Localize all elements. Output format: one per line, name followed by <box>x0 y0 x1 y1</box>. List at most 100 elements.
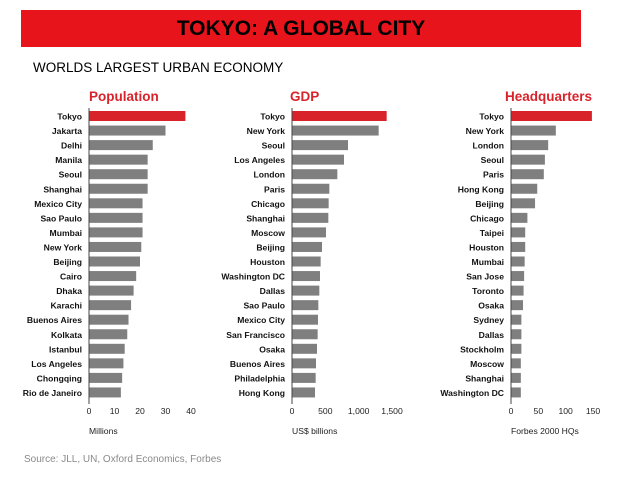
category-label-gdp-los-angeles: Los Angeles <box>234 155 285 165</box>
category-label-population-kolkata: Kolkata <box>51 330 82 340</box>
category-label-gdp-philadelphia: Philadelphia <box>234 373 285 383</box>
bar-headquarters-osaka <box>511 300 524 311</box>
category-label-gdp-buenos-aires: Buenos Aires <box>230 359 285 369</box>
bar-population-dhaka <box>89 285 134 296</box>
category-label-headquarters-hong-kong: Hong Kong <box>458 184 504 194</box>
bar-headquarters-sydney <box>511 314 522 325</box>
bar-gdp-shanghai <box>292 212 329 223</box>
bar-headquarters-beijing <box>511 198 536 209</box>
bar-population-seoul <box>89 169 148 180</box>
bar-gdp-mexico-city <box>292 314 318 325</box>
axis-label-headquarters: Forbes 2000 HQs <box>511 426 579 436</box>
bar-population-mumbai <box>89 227 143 238</box>
bar-gdp-london <box>292 169 338 180</box>
category-label-gdp-london: London <box>254 170 286 180</box>
category-label-population-tokyo: Tokyo <box>57 112 82 122</box>
bar-headquarters-london <box>511 140 549 151</box>
bar-population-buenos-aires <box>89 314 129 325</box>
bar-gdp-buenos-aires <box>292 358 316 369</box>
chart-title-gdp: GDP <box>290 89 319 104</box>
category-label-population-mexico-city: Mexico City <box>34 199 82 209</box>
bar-headquarters-shanghai <box>511 372 521 383</box>
bar-gdp-philadelphia <box>292 372 316 383</box>
category-label-gdp-mexico-city: Mexico City <box>237 315 285 325</box>
bar-population-new-york <box>89 241 142 252</box>
bar-headquarters-moscow <box>511 358 521 369</box>
bar-gdp-moscow <box>292 227 326 238</box>
tick-label-population-4: 40 <box>186 406 196 416</box>
category-label-gdp-dallas: Dallas <box>260 286 286 296</box>
tick-label-gdp-2: 1,000 <box>348 406 370 416</box>
category-label-headquarters-tokyo: Tokyo <box>479 112 504 122</box>
bar-headquarters-mumbai <box>511 256 525 267</box>
bar-population-beijing <box>89 256 140 267</box>
category-label-headquarters-shanghai: Shanghai <box>465 373 504 383</box>
tick-label-gdp-0: 0 <box>290 406 295 416</box>
category-label-headquarters-sydney: Sydney <box>473 315 504 325</box>
bar-gdp-washington-dc <box>292 271 320 282</box>
page-subtitle: WORLDS LARGEST URBAN ECONOMY <box>33 60 284 75</box>
bar-headquarters-hong-kong <box>511 183 538 194</box>
bar-headquarters-seoul <box>511 154 545 165</box>
category-label-population-manila: Manila <box>55 155 82 165</box>
category-label-population-jakarta: Jakarta <box>52 126 82 136</box>
category-label-headquarters-taipei: Taipei <box>480 228 504 238</box>
bar-gdp-beijing <box>292 241 322 252</box>
category-label-headquarters-paris: Paris <box>483 170 504 180</box>
bar-headquarters-paris <box>511 169 544 180</box>
category-label-headquarters-houston: Houston <box>469 242 504 252</box>
category-label-population-seoul: Seoul <box>59 170 82 180</box>
category-label-population-mumbai: Mumbai <box>50 228 82 238</box>
category-label-population-buenos-aires: Buenos Aires <box>27 315 82 325</box>
category-label-population-dhaka: Dhaka <box>56 286 82 296</box>
bar-gdp-los-angeles <box>292 154 344 165</box>
category-label-population-rio-de-janeiro: Rio de Janeiro <box>23 388 82 398</box>
bar-gdp-paris <box>292 183 330 194</box>
axis-label-population: Millions <box>89 426 118 436</box>
category-label-population-istanbul: Istanbul <box>49 344 82 354</box>
bar-gdp-houston <box>292 256 321 267</box>
category-label-headquarters-san-jose: San Jose <box>466 272 504 282</box>
category-label-gdp-moscow: Moscow <box>251 228 285 238</box>
bar-population-cairo <box>89 271 137 282</box>
chart-title-population: Population <box>89 89 159 104</box>
bar-population-shanghai <box>89 183 148 194</box>
category-label-population-karachi: Karachi <box>50 301 82 311</box>
category-label-headquarters-washington-dc: Washington DC <box>440 388 504 398</box>
category-label-gdp-osaka: Osaka <box>259 344 285 354</box>
category-label-headquarters-mumbai: Mumbai <box>472 257 504 267</box>
tick-label-headquarters-0: 0 <box>509 406 514 416</box>
category-label-gdp-washington-dc: Washington DC <box>221 272 285 282</box>
bar-headquarters-washington-dc <box>511 387 521 398</box>
bar-gdp-san-francisco <box>292 329 318 340</box>
bar-headquarters-stockholm <box>511 343 522 354</box>
bar-population-jakarta <box>89 125 166 136</box>
bar-population-istanbul <box>89 343 125 354</box>
bar-headquarters-taipei <box>511 227 526 238</box>
category-label-gdp-new-york: New York <box>247 126 286 136</box>
tick-label-population-2: 20 <box>135 406 145 416</box>
bar-gdp-chicago <box>292 198 329 209</box>
category-label-gdp-shanghai: Shanghai <box>246 213 285 223</box>
chart-title-headquarters: Headquarters <box>505 89 592 104</box>
tick-label-population-1: 10 <box>110 406 120 416</box>
category-label-headquarters-moscow: Moscow <box>470 359 504 369</box>
category-label-gdp-san-francisco: San Francisco <box>226 330 285 340</box>
category-label-headquarters-beijing: Beijing <box>475 199 504 209</box>
bar-headquarters-san-jose <box>511 271 525 282</box>
category-label-gdp-sao-paulo: Sao Paulo <box>243 301 285 311</box>
category-label-population-beijing: Beijing <box>53 257 82 267</box>
bar-population-tokyo <box>89 111 186 121</box>
category-label-population-sao-paulo: Sao Paulo <box>40 213 82 223</box>
bar-gdp-tokyo <box>292 111 387 121</box>
bar-population-los-angeles <box>89 358 124 369</box>
bar-population-sao-paulo <box>89 212 143 223</box>
bar-gdp-new-york <box>292 125 379 136</box>
bar-headquarters-houston <box>511 241 526 252</box>
bar-gdp-seoul <box>292 140 348 151</box>
page-title: TOKYO: A GLOBAL CITY <box>176 16 426 40</box>
category-label-headquarters-london: London <box>473 141 505 151</box>
category-label-headquarters-dallas: Dallas <box>479 330 505 340</box>
category-label-gdp-tokyo: Tokyo <box>260 112 285 122</box>
category-label-headquarters-chicago: Chicago <box>470 213 504 223</box>
